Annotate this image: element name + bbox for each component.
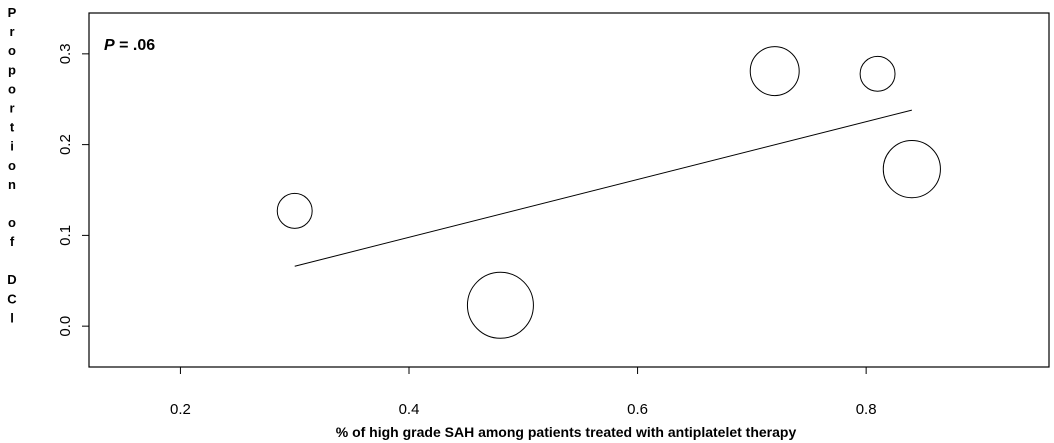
y-axis-label-letter: P <box>8 5 17 20</box>
data-point-bubble <box>466 271 534 339</box>
y-axis-label-letter: C <box>7 291 17 306</box>
y-axis-label-letter: o <box>8 43 16 58</box>
y-axis-label-letter: t <box>10 120 15 135</box>
y-axis: 0.0 0.1 0.2 0.3 <box>57 43 89 337</box>
y-axis-label-letter: o <box>8 215 16 230</box>
y-tick-label: 0.2 <box>57 134 74 155</box>
p-value-annotation: P = .06 <box>104 37 155 54</box>
x-tick-label: 0.8 <box>856 401 877 418</box>
y-axis-label-letter: D <box>7 272 16 287</box>
x-axis: 0.2 0.4 0.6 0.8 <box>170 367 877 418</box>
p-value-text: = .06 <box>115 37 156 54</box>
y-tick-label: 0.0 <box>57 316 74 337</box>
y-axis-label-letter: o <box>8 81 16 96</box>
y-tick-label: 0.1 <box>57 225 74 246</box>
plot-frame <box>88 12 1050 368</box>
y-axis-label-letter: p <box>8 62 16 77</box>
data-point-bubble <box>882 140 941 199</box>
data-point-bubble <box>276 192 313 229</box>
x-tick-label: 0.2 <box>170 401 191 418</box>
p-value-symbol: P <box>104 37 115 54</box>
x-tick-label: 0.4 <box>399 401 420 418</box>
y-tick-label: 0.3 <box>57 43 74 64</box>
trend-line-group <box>294 109 912 267</box>
y-axis-label-letter: l <box>10 310 14 325</box>
y-axis-label-letter: o <box>8 158 16 173</box>
x-tick-label: 0.6 <box>627 401 648 418</box>
data-point-bubble <box>749 46 800 97</box>
y-axis-label-letter: f <box>10 234 15 249</box>
y-axis-label-letter: r <box>9 24 14 39</box>
x-axis-label: % of high grade SAH among patients treat… <box>336 424 797 440</box>
trend-line <box>294 109 912 267</box>
data-point-bubble <box>859 55 896 92</box>
data-points <box>276 46 941 339</box>
y-axis-label-letter: r <box>9 101 14 116</box>
y-axis-label-letter: n <box>8 177 16 192</box>
y-axis-label-letter: i <box>10 139 14 154</box>
